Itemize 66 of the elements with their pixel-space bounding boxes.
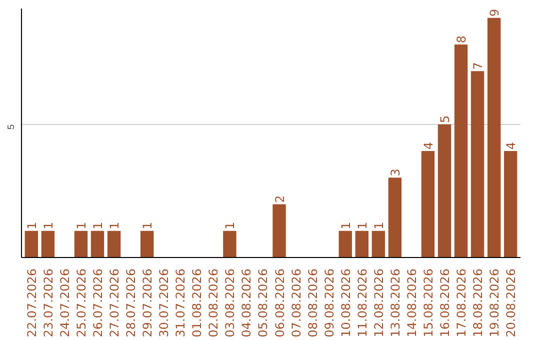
x-tick-label: 11.08.2026: [355, 268, 370, 338]
data-label: 1: [41, 222, 56, 230]
x-tick-label: 24.07.2026: [58, 268, 72, 338]
x-tick-label: 10.08.2026: [338, 268, 353, 338]
x-tick-label: 08.08.2026: [306, 268, 320, 338]
x-tick-label: 14.08.2026: [404, 268, 419, 338]
x-tick-label: 31.07.2026: [174, 268, 188, 338]
x-tick-label: 29.07.2026: [140, 268, 155, 338]
x-tick-label: 19.08.2026: [488, 268, 502, 338]
x-tick-label: 28.07.2026: [124, 268, 138, 338]
x-tick-label: 25.07.2026: [74, 268, 88, 338]
x-tick-label: 02.08.2026: [206, 268, 221, 338]
data-label: 1: [74, 222, 88, 230]
data-label: 3: [388, 168, 402, 176]
x-tick-label: 09.08.2026: [322, 268, 336, 338]
bar: [90, 230, 104, 258]
data-label: 1: [91, 222, 106, 230]
x-tick-label: 15.08.2026: [421, 268, 436, 338]
data-label: 1: [372, 222, 386, 230]
x-tick-label: 16.08.2026: [438, 268, 452, 338]
data-label: 8: [454, 35, 469, 44]
x-tick-label: 22.07.2026: [24, 268, 39, 338]
data-label: 1: [338, 222, 353, 230]
data-label: 1: [355, 222, 370, 230]
x-tick-label: 18.08.2026: [471, 268, 486, 338]
data-label: 2: [272, 195, 287, 203]
bar: [74, 230, 88, 258]
data-label: 1: [223, 222, 238, 230]
bar: [470, 71, 484, 258]
bar: [24, 230, 38, 258]
x-tick-label: 27.07.2026: [108, 268, 122, 338]
data-label: 4: [504, 142, 518, 150]
bar: [487, 18, 501, 258]
data-label: 4: [421, 142, 436, 150]
x-tick-label: 05.08.2026: [256, 268, 270, 338]
bar: [355, 230, 368, 258]
bar: [372, 230, 386, 258]
bar: [140, 230, 154, 258]
x-tick-label: 30.07.2026: [157, 268, 172, 338]
x-tick-label: 17.08.2026: [454, 268, 469, 338]
data-label: 7: [471, 62, 486, 70]
data-label: 5: [438, 115, 452, 124]
data-label: 9: [488, 8, 502, 16]
bar: [338, 230, 352, 258]
x-tick-label: 06.08.2026: [272, 268, 287, 338]
bar: [272, 204, 286, 258]
x-tick-label: 04.08.2026: [240, 268, 254, 338]
bar: [438, 124, 452, 258]
data-label: 1: [140, 222, 155, 230]
bar: [504, 150, 518, 258]
data-label: 1: [24, 222, 39, 230]
bar: [223, 230, 236, 258]
x-tick-label: 26.07.2026: [91, 268, 106, 338]
x-tick-label: 07.08.2026: [289, 268, 304, 338]
bar: [454, 44, 468, 258]
x-tick-label: 01.08.2026: [190, 268, 204, 338]
bar: [421, 150, 435, 258]
bar: [41, 230, 55, 258]
x-tick-label: 12.08.2026: [372, 268, 386, 338]
x-tick-label: 20.08.2026: [504, 268, 518, 338]
x-tick-label: 03.08.2026: [223, 268, 238, 338]
x-tick-label: 13.08.2026: [388, 268, 402, 338]
bar: [107, 230, 121, 258]
bar: [388, 178, 402, 258]
x-tick-label: 23.07.2026: [41, 268, 56, 338]
data-label: 1: [108, 222, 122, 230]
